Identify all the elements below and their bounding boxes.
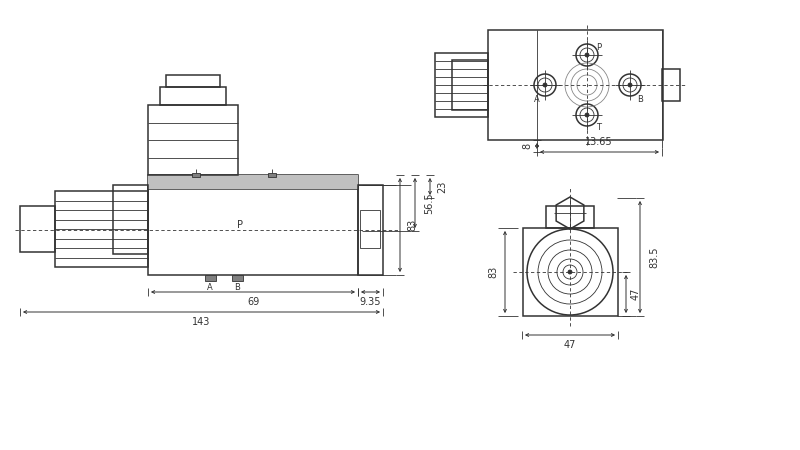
Bar xyxy=(205,275,216,281)
Bar xyxy=(360,210,380,248)
Bar xyxy=(523,228,618,316)
Circle shape xyxy=(585,113,589,117)
Bar xyxy=(148,105,238,175)
Bar xyxy=(232,275,243,281)
Text: T: T xyxy=(597,122,602,131)
Bar xyxy=(358,185,383,275)
Bar xyxy=(268,173,276,177)
Circle shape xyxy=(568,270,572,274)
Bar xyxy=(435,53,488,117)
Text: 47: 47 xyxy=(631,288,641,300)
Text: P: P xyxy=(597,42,602,51)
Bar xyxy=(192,173,200,177)
Bar xyxy=(160,87,226,105)
Text: P: P xyxy=(237,220,243,230)
Text: 23: 23 xyxy=(437,181,447,193)
Text: B: B xyxy=(637,94,643,104)
Bar xyxy=(452,60,488,110)
Circle shape xyxy=(585,53,589,57)
Text: 47: 47 xyxy=(564,340,576,350)
Text: 9.35: 9.35 xyxy=(359,297,381,307)
Text: 8: 8 xyxy=(522,143,532,149)
Text: 83: 83 xyxy=(407,219,417,231)
Bar xyxy=(166,75,220,87)
Bar xyxy=(55,191,148,267)
Text: 83: 83 xyxy=(488,266,498,278)
Text: 13.65: 13.65 xyxy=(585,137,613,147)
Text: 83.5: 83.5 xyxy=(649,246,659,268)
Text: B: B xyxy=(234,284,240,292)
Text: A: A xyxy=(207,284,213,292)
Circle shape xyxy=(543,83,547,87)
Bar xyxy=(546,206,594,228)
Bar xyxy=(148,175,358,189)
Text: 56.5: 56.5 xyxy=(424,192,434,214)
Bar xyxy=(488,30,663,140)
Bar xyxy=(148,175,358,189)
Bar xyxy=(20,206,55,252)
Circle shape xyxy=(628,83,632,87)
Bar xyxy=(113,185,148,254)
Text: A: A xyxy=(534,94,540,104)
Text: 69: 69 xyxy=(247,297,259,307)
Bar xyxy=(662,69,680,101)
Bar xyxy=(148,185,358,275)
Text: 143: 143 xyxy=(192,317,210,327)
